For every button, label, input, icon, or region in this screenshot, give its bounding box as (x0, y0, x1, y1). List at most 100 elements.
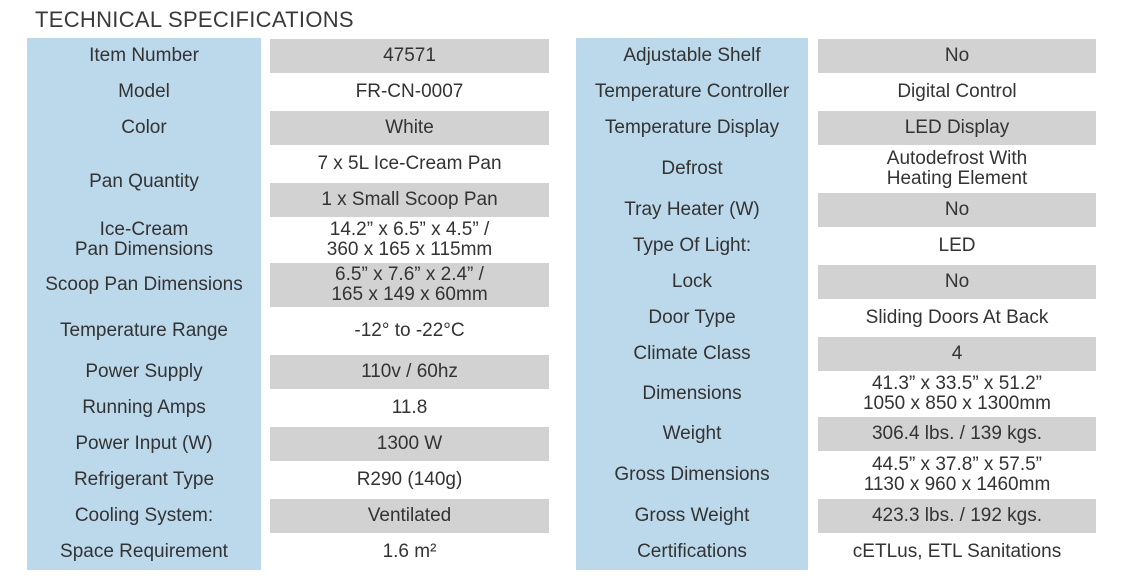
value-cell: 1 x Small Scoop Pan (270, 182, 549, 218)
value-cell: No (818, 192, 1096, 228)
cell-text: Item Number (89, 45, 199, 66)
value-cell: Autodefrost With Heating Element (818, 146, 1096, 192)
cell-text: Sliding Doors At Back (865, 307, 1049, 328)
cell-text: No (944, 199, 970, 220)
value-cell: LED (818, 228, 1096, 264)
label-cell: Weight (576, 416, 808, 452)
label-cell: Power Supply (27, 354, 261, 390)
cell-text: 423.3 lbs. / 192 kgs. (871, 505, 1043, 526)
label-cell: Defrost (576, 146, 808, 192)
label-cell: Color (27, 110, 261, 146)
cell-text: 41.3” x 33.5” x 51.2” (871, 373, 1043, 394)
value-cell: 306.4 lbs. / 139 kgs. (818, 416, 1096, 452)
value-cell: Ventilated (270, 498, 549, 534)
cell-text: Defrost (661, 158, 723, 179)
cell-text: 306.4 lbs. / 139 kgs. (871, 423, 1043, 444)
cell-text: 1050 x 850 x 1300mm (862, 393, 1051, 414)
cell-text: Color (121, 117, 167, 138)
cell-text: Ventilated (367, 505, 452, 526)
cell-text: LED (938, 235, 976, 256)
cell-text: -12° to -22°C (354, 320, 465, 341)
cell-text: Climate Class (633, 343, 751, 364)
label-cell: Model (27, 74, 261, 110)
value-cell: 7 x 5L Ice-Cream Pan (270, 146, 549, 182)
label-cell: Item Number (27, 38, 261, 74)
cell-text: FR-CN-0007 (355, 81, 464, 102)
cell-text: 47571 (383, 45, 436, 66)
cell-text: Temperature Range (60, 320, 228, 341)
label-cell: Running Amps (27, 390, 261, 426)
label-cell: Gross Dimensions (576, 452, 808, 498)
cell-text: Type Of Light: (632, 235, 752, 256)
label-cell: Adjustable Shelf (576, 38, 808, 74)
cell-text: Cooling System: (74, 505, 214, 526)
cell-text: 110v / 60hz (361, 361, 458, 382)
label-cell: Ice-Cream Pan Dimensions (27, 218, 261, 262)
value-cell: No (818, 38, 1096, 74)
cell-text: Gross Weight (634, 505, 750, 526)
cell-text: No (944, 271, 970, 292)
value-cell: 14.2” x 6.5” x 4.5” /360 x 165 x 115mm (270, 218, 549, 262)
label-cell: Space Requirement (27, 534, 261, 570)
cell-text: cETLus, ETL Sanitations (852, 541, 1062, 562)
cell-text: Tray Heater (W) (624, 199, 760, 220)
cell-text: 14.2” x 6.5” x 4.5” / (329, 219, 490, 240)
cell-text: Dimensions (642, 383, 742, 404)
cell-text: White (385, 117, 434, 138)
label-cell: Type Of Light: (576, 228, 808, 264)
value-cell: 44.5” x 37.8” x 57.5” 1130 x 960 x 1460mm (818, 452, 1096, 498)
label-cell: Certifications (576, 534, 808, 570)
label-column (576, 38, 808, 570)
cell-text: 1300 W (376, 433, 443, 454)
cell-text: Space Requirement (60, 541, 228, 562)
value-cell: 1300 W (270, 426, 549, 462)
label-cell: Dimensions (576, 372, 808, 416)
value-cell: R290 (140g) (270, 462, 549, 498)
value-cell: 41.3” x 33.5” x 51.2” 1050 x 850 x 1300mm (818, 372, 1096, 416)
cell-text: Scoop Pan Dimensions (45, 274, 243, 295)
label-column (27, 38, 261, 570)
label-cell: Temperature Display (576, 110, 808, 146)
cell-text: Pan Dimensions (74, 239, 214, 260)
cell-text: Heating Element (886, 168, 1028, 189)
cell-text: Pan Quantity (89, 171, 199, 192)
value-cell: White (270, 110, 549, 146)
cell-text: 44.5” x 37.8” x 57.5” (871, 454, 1043, 475)
cell-text: Model (118, 81, 170, 102)
value-cell: 110v / 60hz (270, 354, 549, 390)
label-cell: Door Type (576, 300, 808, 336)
cell-text: Running Amps (82, 397, 206, 418)
label-cell: Gross Weight (576, 498, 808, 534)
value-cell: No (818, 264, 1096, 300)
cell-text: 360 x 165 x 115mm (326, 239, 493, 260)
label-cell: Scoop Pan Dimensions (27, 262, 261, 308)
cell-text: 1.6 m² (382, 541, 437, 562)
cell-text: 6.5” x 7.6” x 2.4” / (335, 264, 484, 285)
cell-text: Autodefrost With (886, 148, 1028, 169)
value-cell: 423.3 lbs. / 192 kgs. (818, 498, 1096, 534)
label-cell: Temperature Controller (576, 74, 808, 110)
cell-text: Gross Dimensions (614, 464, 770, 485)
cell-text: Power Supply (85, 361, 203, 382)
value-cell: 1.6 m² (270, 534, 549, 570)
cell-text: 165 x 149 x 60mm (331, 284, 488, 305)
cell-text: R290 (140g) (356, 469, 463, 490)
value-cell: 6.5” x 7.6” x 2.4” /165 x 149 x 60mm (270, 262, 549, 308)
value-cell: Sliding Doors At Back (818, 300, 1096, 336)
cell-text: Power Input (W) (75, 433, 213, 454)
cell-text: 1130 x 960 x 1460mm (863, 474, 1051, 495)
cell-text: 7 x 5L Ice-Cream Pan (317, 153, 502, 174)
title: TECHNICAL SPECIFICATIONS (35, 7, 354, 32)
label-cell: Lock (576, 264, 808, 300)
value-cell: -12° to -22°C (270, 308, 549, 354)
label-cell: Power Input (W) (27, 426, 261, 462)
label-cell: Climate Class (576, 336, 808, 372)
cell-text: Temperature Controller (594, 81, 790, 102)
value-cell: FR-CN-0007 (270, 74, 549, 110)
cell-text: 1 x Small Scoop Pan (321, 189, 498, 210)
cell-text: Adjustable Shelf (623, 45, 761, 66)
cell-text: 4 (951, 343, 963, 364)
label-cell: Cooling System: (27, 498, 261, 534)
cell-text: Temperature Display (604, 117, 780, 138)
